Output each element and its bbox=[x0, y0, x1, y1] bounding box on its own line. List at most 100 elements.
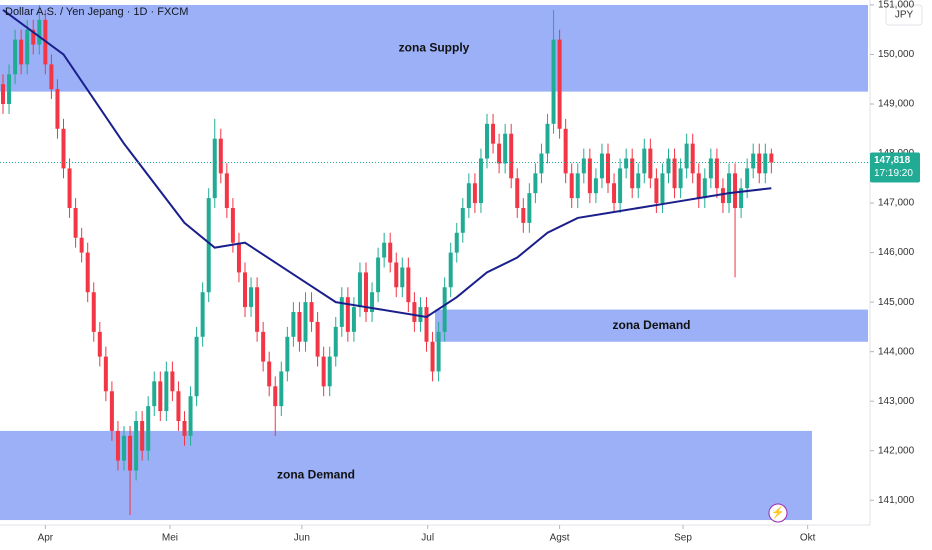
y-tick-label: 141,000 bbox=[878, 495, 915, 506]
candle-body bbox=[376, 257, 381, 293]
x-tick-label: Okt bbox=[800, 533, 816, 544]
candle-body bbox=[13, 39, 18, 75]
candle-body bbox=[654, 178, 659, 204]
candle-body bbox=[61, 128, 66, 169]
candle-body bbox=[176, 391, 181, 421]
candle-body bbox=[73, 208, 78, 238]
candle-body bbox=[521, 208, 526, 223]
candle-body bbox=[134, 420, 139, 471]
candle-body bbox=[357, 272, 362, 308]
candle-body bbox=[581, 158, 586, 174]
candle-body bbox=[200, 292, 205, 337]
candle-body bbox=[285, 336, 290, 372]
candle-body bbox=[485, 123, 489, 159]
candle-body bbox=[557, 39, 562, 129]
candle-body bbox=[745, 168, 750, 189]
candle-body bbox=[79, 237, 84, 253]
candle-body bbox=[31, 29, 36, 45]
candle-body bbox=[345, 297, 350, 332]
last-price-label: 147,818 bbox=[874, 155, 911, 166]
candle-body bbox=[618, 168, 623, 204]
candle-body bbox=[333, 326, 338, 357]
candle-body bbox=[146, 406, 151, 451]
candle-body bbox=[7, 74, 12, 105]
y-tick-label: 147,000 bbox=[878, 198, 915, 209]
candle-body bbox=[170, 371, 175, 392]
event-icon-glyph[interactable]: ⚡ bbox=[771, 506, 785, 519]
candle-body bbox=[624, 158, 629, 169]
candle-body bbox=[696, 173, 701, 199]
candle-body bbox=[466, 183, 471, 209]
candle-body bbox=[666, 158, 671, 174]
candle-body bbox=[733, 173, 738, 209]
y-tick-label: 150,000 bbox=[878, 49, 915, 60]
candle-body bbox=[630, 158, 635, 189]
candle-body bbox=[593, 178, 598, 194]
candle-body bbox=[642, 148, 647, 174]
candle-body bbox=[115, 430, 120, 461]
x-tick-label: Jul bbox=[421, 533, 434, 544]
candle-body bbox=[424, 307, 429, 342]
candle-body bbox=[708, 158, 713, 179]
candle-body bbox=[91, 292, 96, 332]
candle-body bbox=[515, 178, 520, 209]
x-tick-label: Sep bbox=[674, 533, 692, 544]
candle-body bbox=[442, 287, 447, 332]
candle-body bbox=[55, 89, 60, 129]
zone bbox=[435, 309, 868, 342]
y-tick-label: 144,000 bbox=[878, 346, 915, 357]
candle-body bbox=[249, 287, 254, 308]
zone-label: zona Demand bbox=[612, 318, 690, 332]
candle-body bbox=[678, 168, 683, 189]
zone-label: zona Supply bbox=[399, 40, 470, 54]
candle-body bbox=[702, 178, 707, 199]
x-tick-label: Mei bbox=[162, 533, 178, 544]
candle-body bbox=[714, 158, 719, 189]
last-price-box bbox=[870, 152, 920, 183]
candle-body bbox=[472, 183, 477, 204]
candle-body bbox=[551, 39, 556, 124]
candle-body bbox=[122, 435, 126, 461]
candle-body bbox=[236, 242, 241, 273]
event-icon[interactable] bbox=[768, 503, 788, 523]
zone-label: zona Demand bbox=[277, 468, 355, 482]
candle-body bbox=[351, 307, 356, 332]
y-tick-label: 149,000 bbox=[878, 99, 915, 110]
chart-title: Dollar A.S. / Yen Jepang · 1D · FXCM bbox=[5, 6, 188, 18]
candle-body bbox=[218, 138, 223, 174]
candle-body bbox=[454, 232, 459, 253]
y-tick-label: 143,000 bbox=[878, 396, 915, 407]
y-tick-label: 146,000 bbox=[878, 247, 915, 258]
candle-body bbox=[509, 133, 514, 179]
candle-body bbox=[370, 292, 375, 313]
candle-body bbox=[212, 138, 217, 199]
currency-box[interactable] bbox=[885, 4, 923, 26]
candle-body bbox=[400, 267, 405, 288]
candle-body bbox=[388, 242, 393, 263]
candle-body bbox=[188, 396, 193, 436]
candle-body bbox=[660, 173, 665, 204]
candle-body bbox=[67, 168, 72, 209]
countdown: 17:19:20 bbox=[874, 168, 913, 179]
candle-body bbox=[727, 173, 731, 204]
candle-body bbox=[478, 158, 483, 204]
candle-body bbox=[503, 133, 508, 164]
candle-body bbox=[37, 19, 42, 45]
x-tick-label: Agst bbox=[550, 533, 570, 544]
currency[interactable]: JPY bbox=[895, 10, 914, 21]
candle-body bbox=[25, 29, 30, 65]
candle-body bbox=[763, 153, 768, 174]
x-tick-label: Apr bbox=[38, 533, 54, 544]
candle-body bbox=[303, 302, 308, 342]
candle-body bbox=[85, 252, 90, 293]
candle-body bbox=[230, 208, 235, 243]
candle-body bbox=[103, 356, 108, 392]
candle-body bbox=[109, 391, 114, 431]
candle-body bbox=[291, 312, 296, 337]
candle-body bbox=[273, 386, 278, 407]
candle-body bbox=[327, 356, 332, 387]
candle-body bbox=[460, 208, 465, 233]
candle-body bbox=[224, 173, 229, 209]
